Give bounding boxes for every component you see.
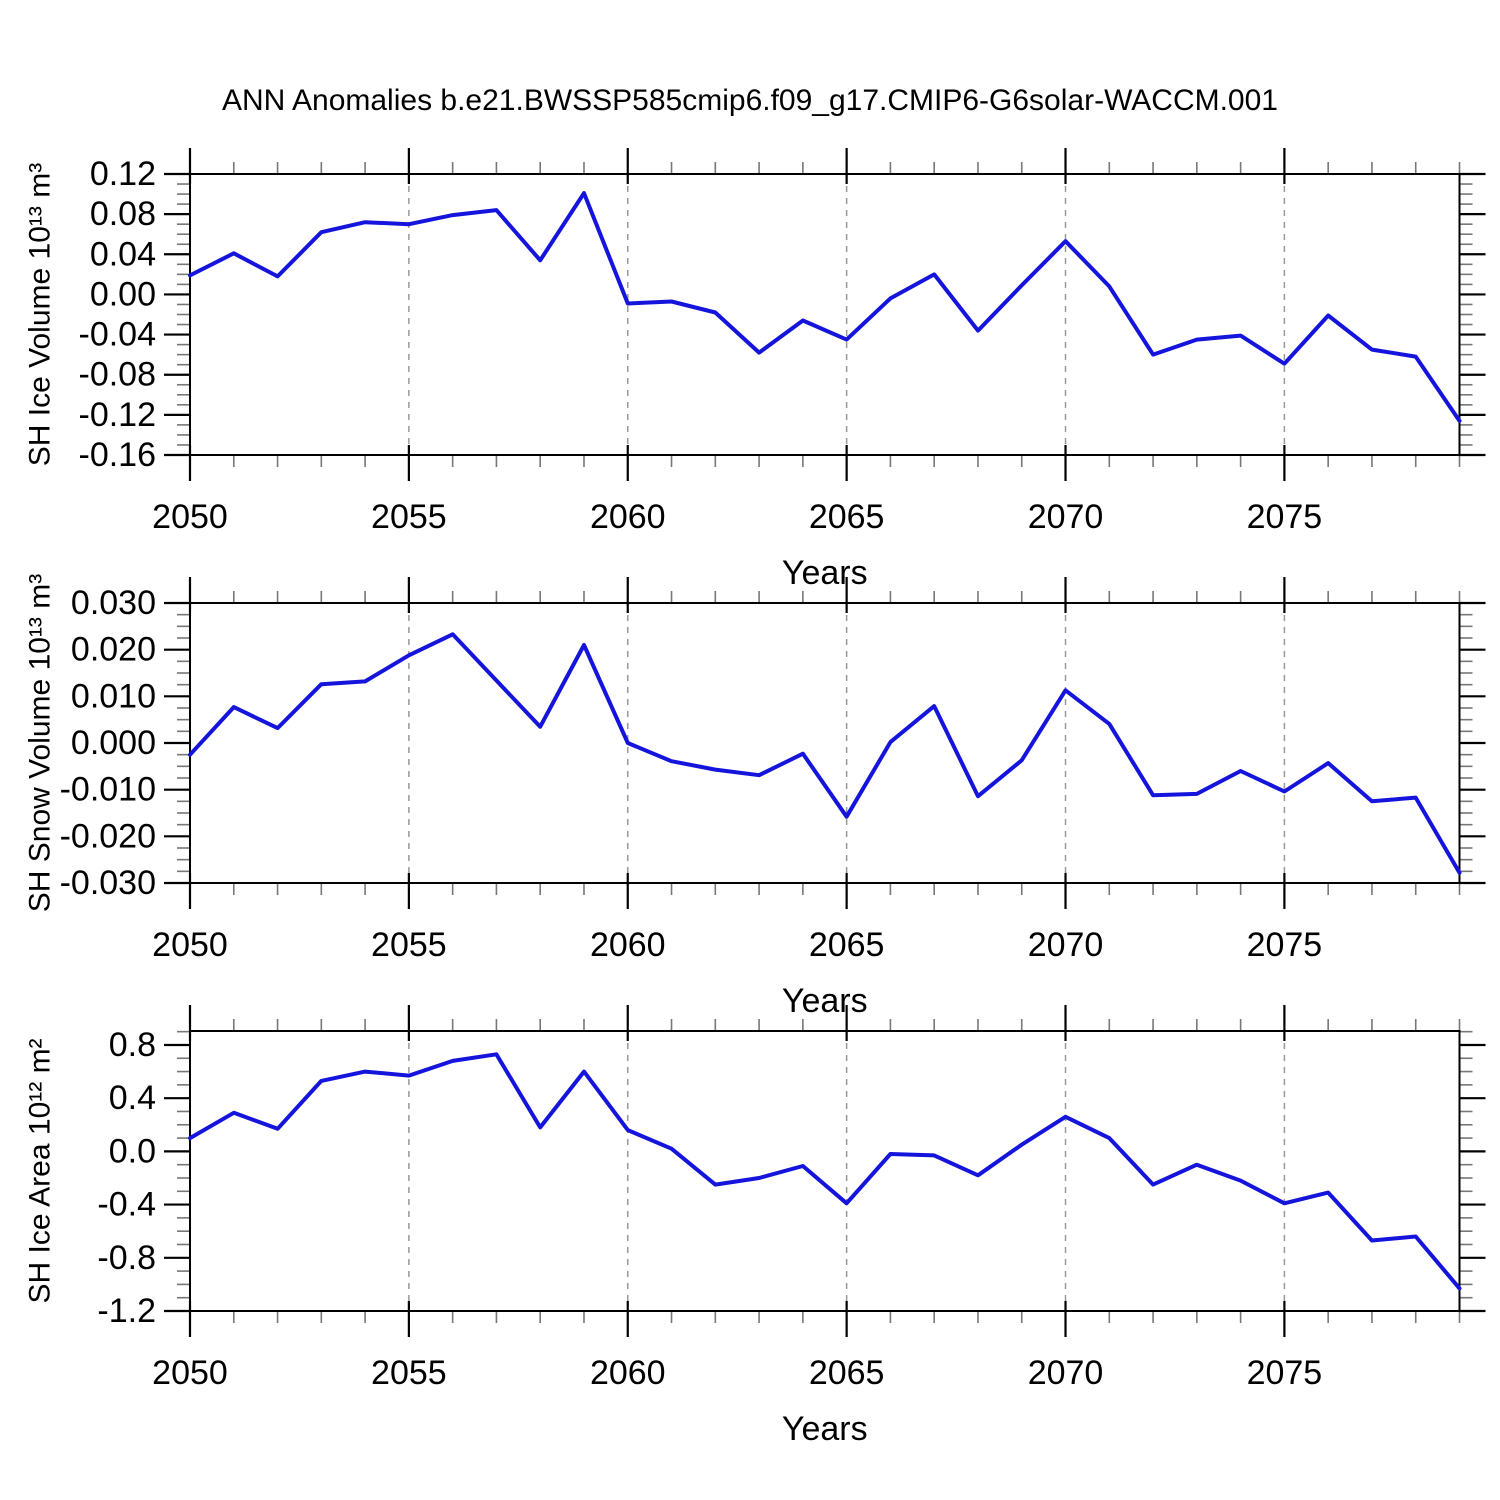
x-tick-label: 2070 <box>1028 1354 1104 1392</box>
y-tick-label: 0.030 <box>71 584 156 622</box>
axis-frame <box>189 602 1461 884</box>
x-tick-label: 2050 <box>152 926 228 964</box>
x-tick-label: 2070 <box>1028 926 1104 964</box>
x-tick-label: 2075 <box>1247 1354 1323 1392</box>
y-tick-label: 0.020 <box>71 631 156 669</box>
x-tick-label: 2060 <box>590 1354 666 1392</box>
y-tick-label: -0.4 <box>97 1186 156 1224</box>
x-tick-label: 2065 <box>809 926 885 964</box>
x-tick-label: 2065 <box>809 498 885 536</box>
figure-title: ANN Anomalies b.e21.BWSSP585cmip6.f09_g1… <box>221 84 1278 117</box>
y-axis-title: SH Ice Area 10¹² m² <box>24 1038 57 1303</box>
y-tick-label: -0.8 <box>97 1239 156 1277</box>
y-tick-label: -0.08 <box>79 356 157 394</box>
y-tick-label: -0.12 <box>79 396 157 434</box>
y-tick-label: -0.010 <box>60 771 156 809</box>
data-line <box>188 1052 1462 1291</box>
axis-frame <box>189 1030 1461 1312</box>
x-tick-label: 2070 <box>1028 498 1104 536</box>
x-tick-label: 2055 <box>371 498 447 536</box>
y-tick-label: 0.12 <box>90 155 156 193</box>
y-tick-label: -0.04 <box>79 316 157 354</box>
x-axis-title: Years <box>782 554 868 592</box>
x-tick-label: 2055 <box>371 926 447 964</box>
axis-frame <box>189 173 1461 456</box>
y-tick-label: 0.0 <box>109 1132 156 1170</box>
y-tick-label: 0.4 <box>109 1079 156 1117</box>
data-line <box>188 191 1462 423</box>
x-tick-label: 2060 <box>590 926 666 964</box>
y-tick-label: 0.000 <box>71 724 156 762</box>
y-tick-label: 0.8 <box>109 1026 156 1064</box>
y-tick-label: 0.010 <box>71 677 156 715</box>
x-tick-label: 2050 <box>152 1354 228 1392</box>
y-tick-label: -0.16 <box>79 436 157 474</box>
x-tick-label: 2075 <box>1247 498 1323 536</box>
y-tick-label: 0.04 <box>90 235 156 273</box>
x-tick-label: 2075 <box>1247 926 1323 964</box>
y-axis-title: SH Snow Volume 10¹³ m³ <box>24 574 57 912</box>
x-tick-label: 2055 <box>371 1354 447 1392</box>
x-axis-title: Years <box>782 982 868 1020</box>
data-line <box>188 632 1462 875</box>
x-tick-label: 2050 <box>152 498 228 536</box>
x-tick-label: 2065 <box>809 1354 885 1392</box>
x-tick-label: 2060 <box>590 498 666 536</box>
x-axis-title: Years <box>782 1410 868 1448</box>
y-tick-label: 0.08 <box>90 195 156 233</box>
y-tick-label: 0.00 <box>90 275 156 313</box>
y-tick-label: -0.030 <box>60 864 156 902</box>
y-axis-title: SH Ice Volume 10¹³ m³ <box>24 163 57 466</box>
y-tick-label: -0.020 <box>60 817 156 855</box>
y-tick-label: -1.2 <box>97 1292 156 1330</box>
